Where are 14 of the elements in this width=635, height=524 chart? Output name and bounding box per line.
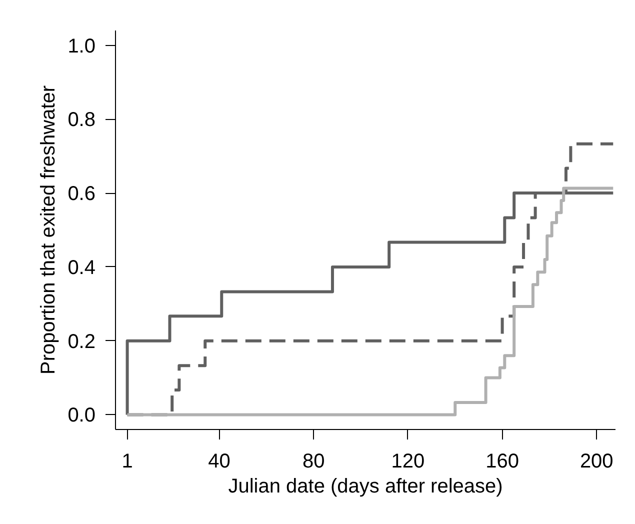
y-tick-label: 0.4 [68,256,96,279]
y-tick-label: 0.2 [68,330,96,353]
y-axis-title: Proportion that exited freshwater [38,85,60,375]
y-tick-label: 0.6 [68,183,96,206]
x-axis-title: Julian date (days after release) [228,476,503,498]
x-tick-label: 200 [580,450,614,472]
y-tick-label: 0.8 [68,109,96,132]
x-tick-label: 160 [486,450,519,472]
y-tick-label: 0.0 [68,404,96,427]
x-tick-label: 40 [208,450,230,472]
x-tick-label: 120 [391,450,425,472]
y-tick-label: 1.0 [68,35,96,58]
x-tick-label: 1 [122,450,133,472]
x-tick-label: 80 [302,450,325,472]
